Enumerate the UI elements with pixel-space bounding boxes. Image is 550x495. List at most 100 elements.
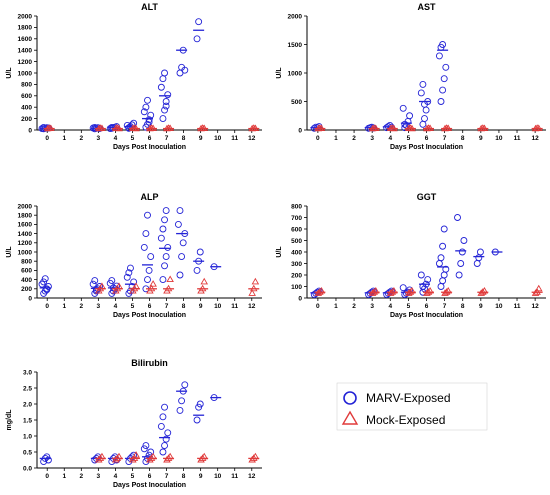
- marv-point: [442, 265, 450, 273]
- x-tick-label: 4: [388, 303, 392, 310]
- marv-point: [455, 271, 463, 279]
- marv-point: [174, 220, 182, 228]
- mock-point: [444, 286, 452, 294]
- marv-point: [419, 120, 427, 128]
- x-tick-label: 6: [425, 303, 429, 310]
- marv-point: [164, 243, 172, 251]
- marv-point: [417, 271, 425, 279]
- marv-point: [125, 269, 133, 277]
- mock-point: [113, 124, 122, 131]
- x-tick-label: 1: [62, 135, 66, 142]
- y-axis-label: U/L: [6, 246, 13, 258]
- legend-mock-label: Mock-Exposed: [366, 413, 445, 427]
- y-tick-label: 0: [298, 295, 302, 302]
- x-axis-label: Days Post Inoculation: [113, 144, 186, 151]
- x-tick-label: 9: [199, 303, 203, 310]
- y-tick-label: 1000: [18, 70, 33, 77]
- marv-point: [140, 445, 148, 453]
- x-tick-label: 10: [214, 135, 222, 142]
- marv-point: [144, 96, 151, 104]
- legend-mock-marker: [341, 410, 359, 425]
- marv-point: [193, 416, 201, 424]
- marv-point: [439, 41, 447, 48]
- y-tick-label: 200: [21, 116, 32, 123]
- x-tick-label: 0: [316, 135, 320, 142]
- x-tick-label: 12: [532, 303, 540, 310]
- y-axis-label: mg/dL: [6, 409, 13, 431]
- x-tick-label: 10: [495, 303, 503, 310]
- marv-point: [435, 52, 443, 60]
- marv-point: [159, 413, 167, 421]
- mock-point: [129, 455, 137, 463]
- marv-point: [178, 397, 186, 405]
- mock-point: [166, 275, 174, 283]
- mock-point: [248, 289, 256, 296]
- y-axis-label: U/L: [6, 67, 13, 79]
- mock-point: [426, 286, 434, 294]
- y-tick-label: 2.5: [23, 385, 32, 392]
- x-tick-label: 1: [62, 303, 66, 310]
- marv-point: [123, 273, 131, 281]
- marv-point: [44, 456, 52, 464]
- marv-point: [130, 278, 138, 286]
- marv-point: [179, 239, 187, 247]
- y-tick-label: 1.0: [23, 433, 32, 440]
- y-tick-label: 1800: [18, 25, 33, 32]
- marv-point: [41, 275, 49, 283]
- mock-point: [406, 124, 415, 131]
- y-tick-label: 100: [291, 284, 302, 291]
- marv-point: [145, 116, 153, 124]
- marv-point: [435, 260, 443, 267]
- x-tick-label: 4: [114, 473, 118, 480]
- y-tick-label: 600: [21, 268, 32, 275]
- y-tick-label: 1600: [18, 222, 33, 229]
- marv-point: [164, 429, 172, 437]
- marv-point: [439, 86, 447, 94]
- marv-point: [196, 248, 204, 256]
- marv-point: [460, 237, 468, 244]
- y-tick-label: 1.5: [23, 417, 32, 424]
- x-tick-label: 4: [388, 135, 392, 142]
- marv-point: [161, 216, 168, 224]
- y-tick-label: 0.5: [23, 449, 32, 456]
- marv-point: [145, 266, 153, 274]
- y-tick-label: 700: [291, 215, 302, 222]
- x-tick-label: 1: [334, 303, 338, 310]
- marv-point: [454, 214, 461, 221]
- y-tick-label: 800: [21, 259, 32, 266]
- mock-point: [248, 455, 256, 463]
- marv-point: [195, 18, 203, 26]
- marv-point: [127, 264, 134, 272]
- y-tick-label: 1600: [18, 36, 33, 43]
- y-tick-label: 1500: [288, 42, 303, 49]
- mock-point: [390, 286, 398, 294]
- x-axis-label: Days Post Inoculation: [390, 312, 463, 319]
- x-tick-label: 2: [352, 135, 356, 142]
- mock-point: [146, 455, 154, 463]
- x-tick-label: 8: [182, 473, 186, 480]
- marv-point: [144, 276, 151, 284]
- y-tick-label: 200: [291, 272, 302, 279]
- x-tick-label: 10: [495, 135, 503, 142]
- mock-point: [534, 284, 543, 292]
- marv-point: [181, 66, 189, 74]
- mock-point: [388, 124, 397, 131]
- y-tick-label: 0.0: [23, 465, 32, 472]
- marv-point: [159, 115, 167, 123]
- x-tick-label: 3: [370, 303, 374, 310]
- x-tick-label: 5: [131, 303, 135, 310]
- x-tick-label: 9: [479, 303, 483, 310]
- panel-title: GGT: [417, 192, 437, 202]
- panel-title: ALP: [141, 192, 159, 202]
- legend-frame: [336, 382, 488, 431]
- marv-point: [142, 230, 150, 238]
- x-tick-label: 5: [131, 473, 135, 480]
- x-tick-label: 7: [443, 135, 447, 142]
- mock-point: [149, 280, 157, 287]
- marv-point: [440, 225, 448, 233]
- mock-point: [163, 455, 171, 463]
